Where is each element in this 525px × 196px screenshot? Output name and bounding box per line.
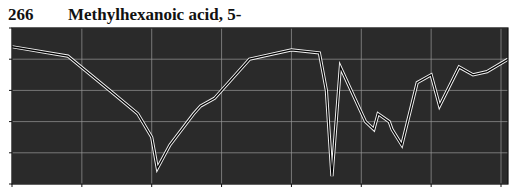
grid-line	[221, 28, 222, 184]
grid-line	[81, 28, 82, 184]
plot-area	[12, 28, 508, 184]
spectrum-halo	[12, 47, 508, 176]
chart-root: 266 Methylhexanoic acid, 5-	[0, 0, 525, 196]
grid-line	[12, 59, 508, 60]
grid-line	[431, 28, 432, 184]
series-group	[12, 47, 508, 176]
annotation: 266	[8, 5, 34, 24]
spectrum-line	[12, 47, 508, 176]
title: Methylhexanoic acid, 5-	[68, 5, 242, 24]
plot-frame	[12, 28, 508, 184]
grid-line	[501, 28, 502, 184]
chart: 266 Methylhexanoic acid, 5-	[0, 0, 525, 196]
grid-line	[151, 28, 152, 184]
grid-line	[12, 152, 508, 153]
grid-line	[361, 28, 362, 184]
grid-line	[12, 121, 508, 122]
